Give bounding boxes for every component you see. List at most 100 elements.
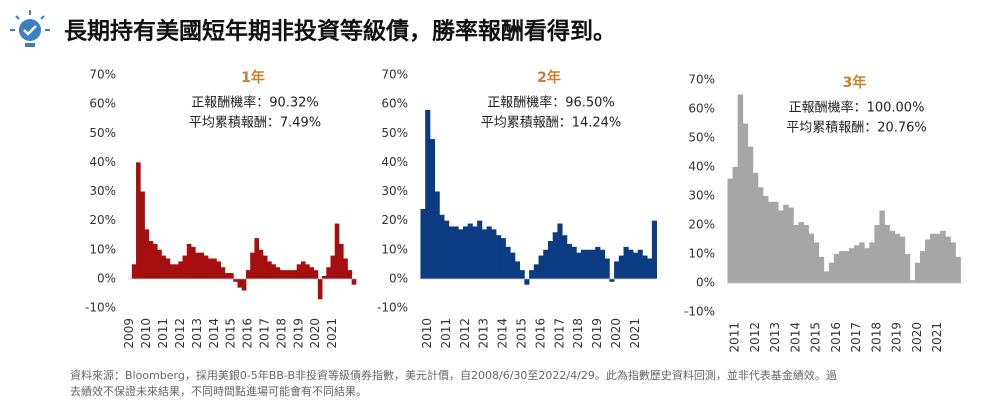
bar [637,249,643,279]
bar [182,255,188,279]
bar [157,249,162,279]
annotation: 正報酬機率：100.00% [789,100,925,116]
bar [747,146,754,283]
bar [773,201,779,283]
x-tick-label: 2014 [207,318,221,349]
y-tick-label: -10% [85,301,116,315]
bar [879,210,885,283]
bar [271,264,276,279]
bar [161,255,167,279]
bar [732,167,739,283]
x-tick-label: 2017 [257,318,271,349]
bar [462,226,469,279]
bar [768,201,774,283]
bulb-icon [10,10,50,47]
chart-title: 3年 [843,74,867,91]
bar [262,255,268,279]
bar [144,229,150,279]
y-tick-label: 20% [89,213,116,227]
bar [798,222,804,283]
bar [538,255,544,279]
bar [930,233,936,283]
x-tick-label: 2019 [590,318,604,349]
bar [190,246,196,279]
bar [514,261,521,279]
x-tick-label: 2012 [458,318,472,349]
y-tick-label: 30% [688,189,715,203]
y-tick-label: 50% [688,131,715,145]
bar [326,267,331,279]
x-tick-label: 2011 [728,322,742,353]
y-tick-label: 30% [89,184,116,198]
bar [955,256,961,283]
bar [212,258,217,279]
bar [547,241,554,279]
y-tick-label: -10% [684,305,715,319]
annotation: 正報酬機率：90.32% [191,95,319,111]
bar [742,123,749,283]
bar [165,258,171,279]
x-tick-label: 2018 [274,318,288,349]
bar [783,204,789,283]
bar [477,220,483,279]
bar [849,248,855,283]
bar [429,139,436,279]
bar [576,252,582,279]
bar [195,252,200,279]
bar [899,236,906,283]
bar [543,249,549,279]
bar [152,243,158,279]
bar [623,246,629,279]
x-tick-label: 2019 [291,318,305,349]
x-tick-label: 2021 [325,318,339,349]
bar [618,255,624,279]
bar [519,270,525,279]
x-tick-label: 2018 [869,322,883,353]
chart-title: 2年 [537,69,561,86]
bar [500,238,506,279]
bar [207,258,213,279]
y-tick-label: 10% [89,242,116,256]
y-tick-label: 40% [89,155,116,169]
x-tick-label: 2015 [809,322,823,353]
bar [220,267,226,279]
bar [174,264,179,279]
bar [334,223,340,279]
chart-title: 1年 [241,69,265,86]
bar [793,225,799,283]
bar [529,270,535,279]
bar [604,258,610,279]
bar [444,220,450,279]
bar [818,256,825,283]
bar [595,246,601,279]
annotation: 平均累積報酬：7.49% [189,116,321,131]
bar [647,258,653,279]
bar [945,236,951,283]
annotation: 平均累積報酬：20.76% [786,121,927,136]
bar [552,232,558,279]
x-tick-label: 2016 [829,322,843,353]
bar [894,233,901,283]
bar [322,275,327,279]
bar [425,109,431,279]
bar [859,242,865,283]
bar [599,249,606,279]
bar [136,162,141,279]
y-tick-label: 50% [381,126,408,140]
bar [762,196,769,283]
bar [343,258,348,279]
bar [250,252,255,279]
x-tick-label: 2013 [477,318,491,349]
bar [453,226,459,279]
x-tick-label: 2014 [788,322,802,353]
bar [828,262,835,283]
footnote: 去績效不保證未來結果，不同時間點進場可能會有不同結果。 [70,384,367,398]
y-tick-label: 70% [688,73,715,87]
bar [481,229,487,279]
bar [803,225,809,283]
y-tick-label: 70% [381,68,408,82]
bar [581,249,587,279]
bar [351,278,357,285]
bar [752,172,759,283]
bar [874,225,880,283]
